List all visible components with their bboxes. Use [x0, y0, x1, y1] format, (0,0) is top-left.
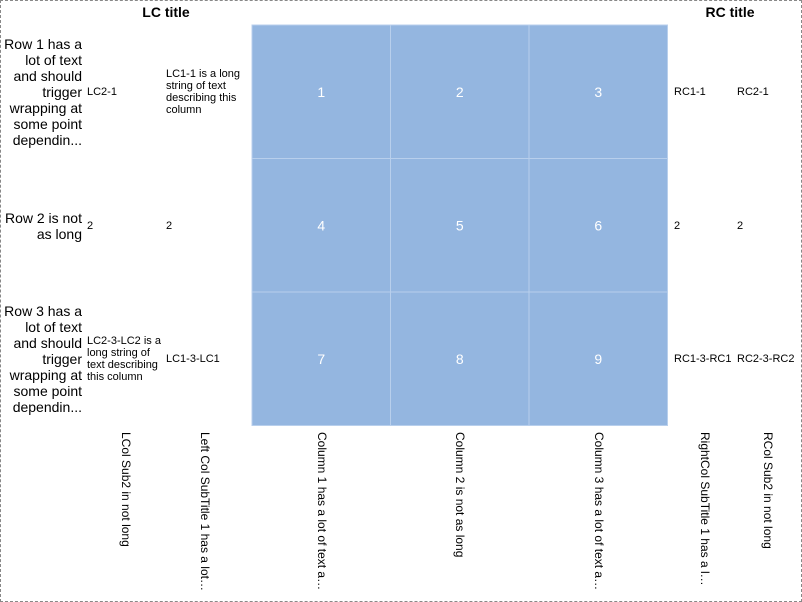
heatmap-cell-3-2	[390, 291, 530, 426]
right-col2-header: RCol Sub2 in not long	[761, 432, 775, 549]
heatmap-cell-2-2	[390, 158, 530, 293]
heatmap-value-1-1: 1	[317, 84, 325, 100]
right-col1-cell-1: RC1-1	[674, 86, 706, 98]
left-col2-header: LCol Sub2 in not long	[119, 432, 133, 547]
heatmap-value-2-2: 5	[456, 217, 464, 233]
left-col2-cell-2: 2	[87, 220, 94, 232]
heatmap-cell-2-1	[251, 158, 391, 293]
heatmap-value-3-3: 9	[594, 351, 602, 367]
column-label-1: Column 1 has a lot of text an...	[315, 432, 329, 592]
column-label-2: Column 2 is not as long	[453, 432, 467, 558]
row-label-3: Row 3 has a lot of text and should trigg…	[4, 303, 82, 415]
left-col2-cell-1: LC2-1	[87, 86, 117, 98]
heatmap-value-3-1: 7	[317, 351, 325, 367]
row-label-2: Row 2 is not as long	[4, 210, 82, 242]
heatmap-cell-2-3	[528, 158, 668, 293]
left-col2-cell-3: LC2-3-LC2 is a long string of text descr…	[87, 335, 161, 383]
right-col1-cell-3: RC1-3-RC1	[674, 353, 732, 365]
column-label-3: Column 3 has a lot of text an...	[592, 432, 606, 592]
right-col2-cell-1: RC2-1	[737, 86, 769, 98]
row-label-1: Row 1 has a lot of text and should trigg…	[4, 36, 82, 148]
right-columns-title: RC title	[705, 4, 755, 20]
heatmap-value-2-1: 4	[317, 217, 325, 233]
heatmap-cell-3-3	[528, 291, 668, 426]
heatmap-cell-1-1	[251, 24, 391, 159]
left-columns-title: LC title	[142, 4, 190, 20]
heatmap-cell-1-3	[528, 24, 668, 159]
right-col1-header: RightCol SubTitle 1 has a lot...	[698, 432, 712, 592]
heatmap-cell-1-2	[390, 24, 530, 159]
left-col1-cell-1: LC1-1 is a long string of text describin…	[166, 68, 240, 116]
right-col1-cell-2: 2	[674, 220, 681, 232]
left-col1-cell-3: LC1-3-LC1	[166, 353, 220, 365]
right-col2-cell-2: 2	[737, 220, 744, 232]
left-col1-header: Left Col SubTitle 1 has a lot o...	[198, 432, 212, 592]
heatmap-value-2-3: 6	[594, 217, 602, 233]
left-col1-cell-2: 2	[166, 220, 173, 232]
heatmap-value-3-2: 8	[456, 351, 464, 367]
heatmap-value-1-2: 2	[456, 84, 464, 100]
heatmap-value-1-3: 3	[594, 84, 602, 100]
heatmap-cell-3-1	[251, 291, 391, 426]
right-col2-cell-3: RC2-3-RC2	[737, 353, 795, 365]
